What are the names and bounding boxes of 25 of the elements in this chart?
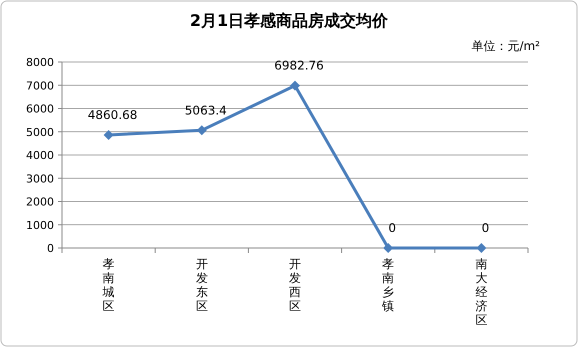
data-label: 0 xyxy=(482,221,490,235)
y-tick-label: 4000 xyxy=(26,149,54,162)
y-tick-label: 6000 xyxy=(26,102,54,116)
x-tick-label: 开发东区 xyxy=(196,257,208,313)
text: 单位：元/m² xyxy=(471,39,540,53)
x-tick-label: 开发西区 xyxy=(289,257,301,313)
y-tick-label: 2000 xyxy=(26,196,54,208)
data-label: 6982.76 xyxy=(274,58,324,73)
y-tick-label: 5000 xyxy=(26,126,54,139)
chart-title: 2月1日孝感商品房成交均价 xyxy=(190,11,390,30)
y-tick-label: 8000 xyxy=(26,56,54,69)
x-tick-label: 南大经济区 xyxy=(475,257,488,327)
data-label: 0 xyxy=(388,221,396,235)
data-label: 5063.4 xyxy=(184,103,227,118)
y-tick-label: 3000 xyxy=(26,172,54,186)
x-tick-label: 孝南乡镇 xyxy=(381,257,394,313)
point xyxy=(196,125,207,136)
y-tick-label: 0 xyxy=(47,242,54,255)
point xyxy=(383,243,394,253)
data-label: 4860.68 xyxy=(88,108,138,122)
y-tick-label: 7000 xyxy=(26,79,54,92)
y-tick-label: 1000 xyxy=(26,218,54,232)
point xyxy=(104,130,114,140)
point xyxy=(290,80,300,91)
x-tick-label: 孝南城区 xyxy=(102,257,115,313)
